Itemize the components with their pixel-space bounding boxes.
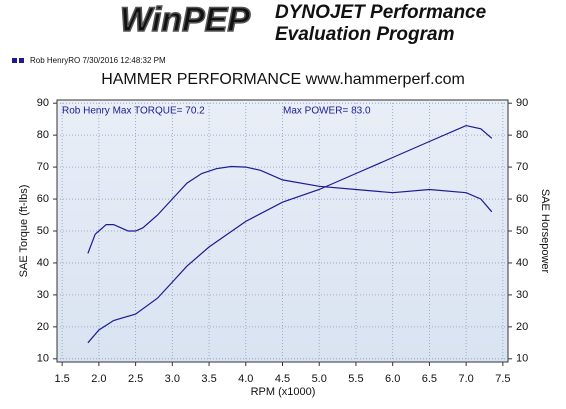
x-tick-label: 1.5 — [54, 373, 69, 385]
x-tick-label: 3.0 — [165, 373, 180, 385]
x-tick-label: 2.5 — [128, 373, 143, 385]
x-tick-label: 3.5 — [201, 373, 216, 385]
header-line: Evaluation Program — [275, 24, 455, 45]
y-tick-label: 90 — [37, 97, 49, 109]
x-tick-label: 6.5 — [422, 373, 437, 385]
x-tick-label: 5.0 — [312, 373, 327, 385]
annotation: Rob Henry Max TORQUE= 70.2 — [62, 106, 205, 117]
y-axis-label: SAE Torque (ft-lbs) — [18, 185, 30, 278]
y-tick-label: 70 — [37, 161, 49, 173]
x-tick-label: 5.5 — [348, 373, 363, 385]
x-tick-label: 2.0 — [91, 373, 106, 385]
y2-axis-label: SAE Horsepower — [539, 189, 551, 274]
y-tick-label: 40 — [37, 257, 49, 269]
y2-tick-label: 10 — [516, 353, 528, 365]
x-tick-label: 4.0 — [238, 373, 253, 385]
y-tick-label: 80 — [37, 129, 49, 141]
legend-swatch — [19, 58, 24, 63]
y2-tick-label: 60 — [516, 193, 528, 205]
y2-tick-label: 20 — [516, 321, 528, 333]
y-tick-label: 60 — [37, 193, 49, 205]
chart-title: HAMMER PERFORMANCE www.hammerperf.com — [101, 71, 465, 88]
y2-tick-label: 90 — [516, 97, 528, 109]
legend-text: Rob HenryRO 7/30/2016 12:48:32 PM — [30, 56, 166, 65]
x-tick-label: 7.0 — [458, 373, 473, 385]
y-tick-label: 20 — [37, 321, 49, 333]
x-axis-label: RPM (x1000) — [251, 386, 316, 398]
y-tick-label: 30 — [37, 289, 49, 301]
annotation: Max POWER= 83.0 — [283, 106, 371, 117]
x-tick-label: 6.0 — [385, 373, 400, 385]
line-series — [87, 124, 493, 344]
y2-tick-label: 80 — [516, 129, 528, 141]
header-line: DYNOJET Performance — [275, 2, 487, 23]
line-series — [87, 165, 493, 254]
x-tick-label: 4.5 — [275, 373, 290, 385]
x-tick-label: 7.5 — [495, 373, 510, 385]
y-tick-label: 10 — [37, 353, 49, 365]
y2-tick-label: 30 — [516, 289, 528, 301]
legend-swatch — [12, 58, 17, 63]
y2-tick-label: 40 — [516, 257, 528, 269]
y2-tick-label: 50 — [516, 225, 528, 237]
logo: WinPEP — [120, 1, 250, 39]
y-tick-label: 50 — [37, 225, 49, 237]
y2-tick-label: 70 — [516, 161, 528, 173]
